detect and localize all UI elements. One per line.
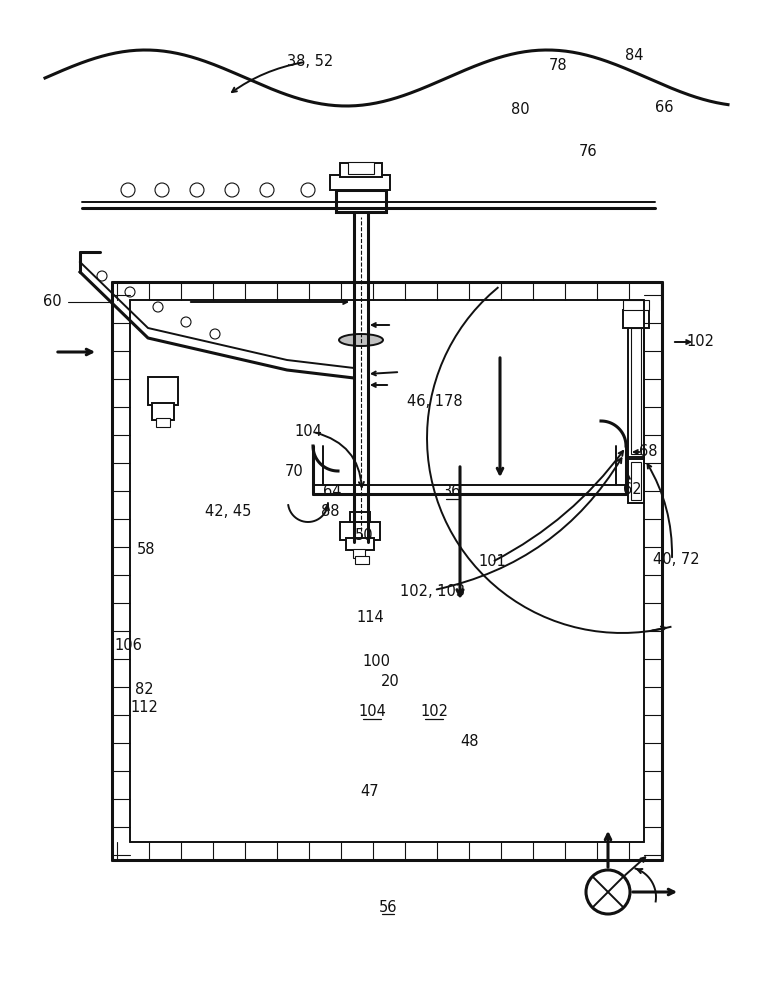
Text: 68: 68 xyxy=(639,444,657,460)
Bar xyxy=(350,512,370,522)
Text: 48: 48 xyxy=(461,734,480,750)
Bar xyxy=(148,377,178,405)
Text: 101: 101 xyxy=(478,554,506,570)
Text: 82: 82 xyxy=(135,682,154,698)
Text: 80: 80 xyxy=(511,103,529,117)
Bar xyxy=(355,556,369,564)
Text: 58: 58 xyxy=(137,542,155,558)
Text: 62: 62 xyxy=(622,483,641,497)
Text: 56: 56 xyxy=(379,900,397,914)
Text: 106: 106 xyxy=(114,638,142,652)
Text: 102: 102 xyxy=(420,704,448,720)
Text: 46, 178: 46, 178 xyxy=(407,394,462,410)
Bar xyxy=(628,325,644,457)
Bar xyxy=(623,310,649,328)
Text: 64: 64 xyxy=(323,485,341,499)
Text: 50: 50 xyxy=(355,528,373,542)
Text: 104: 104 xyxy=(358,704,386,720)
Text: 88: 88 xyxy=(320,504,339,520)
Text: 38, 52: 38, 52 xyxy=(287,54,333,70)
Bar xyxy=(623,300,649,310)
Text: 100: 100 xyxy=(362,654,390,670)
Bar xyxy=(631,462,641,500)
Text: 47: 47 xyxy=(361,784,379,800)
Text: 102: 102 xyxy=(686,334,714,350)
Text: 36: 36 xyxy=(443,485,461,499)
Text: 20: 20 xyxy=(380,674,400,690)
Bar xyxy=(340,522,380,540)
Bar xyxy=(340,163,382,177)
Text: 40, 72: 40, 72 xyxy=(653,552,699,568)
Text: 60: 60 xyxy=(43,294,61,310)
Text: 112: 112 xyxy=(130,700,158,714)
Text: 66: 66 xyxy=(655,100,674,114)
Bar xyxy=(628,459,644,503)
Bar xyxy=(152,403,174,420)
Bar xyxy=(156,418,170,427)
Text: 76: 76 xyxy=(579,144,598,159)
Text: 42, 45: 42, 45 xyxy=(205,504,251,520)
Text: 104: 104 xyxy=(294,424,322,440)
Text: 70: 70 xyxy=(285,464,303,480)
Text: 78: 78 xyxy=(549,57,567,73)
Text: 114: 114 xyxy=(356,610,384,626)
Bar xyxy=(346,538,374,550)
Bar xyxy=(353,549,365,558)
Ellipse shape xyxy=(339,334,383,346)
Bar xyxy=(348,162,374,174)
Bar xyxy=(631,328,641,454)
Bar xyxy=(336,190,386,212)
Text: 84: 84 xyxy=(625,47,643,62)
Text: 102, 103: 102, 103 xyxy=(400,584,466,599)
Bar xyxy=(330,175,390,190)
